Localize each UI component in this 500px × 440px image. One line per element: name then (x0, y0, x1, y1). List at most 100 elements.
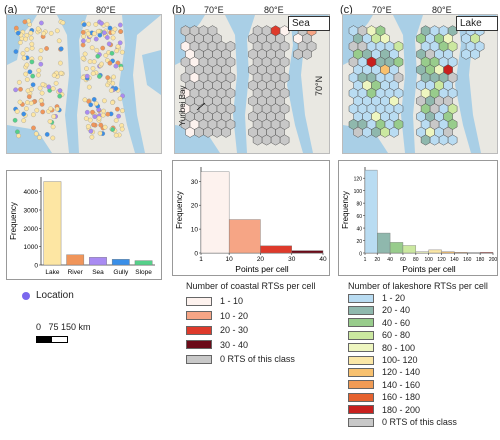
location-point (91, 59, 97, 65)
location-point (57, 88, 63, 93)
bar (89, 257, 107, 266)
location-point (37, 135, 42, 140)
location-point (48, 30, 54, 36)
y-tick-label: 20 (191, 203, 199, 210)
y-tick-label: 3000 (24, 208, 39, 215)
bar (415, 251, 429, 254)
lon-label-70: 70°E (36, 5, 56, 15)
legend-b-label: 1 - 10 (220, 296, 244, 306)
y-axis-label: Frequency (341, 191, 350, 229)
y-tick-label: 4000 (24, 189, 39, 196)
bar (111, 259, 130, 266)
location-point (38, 48, 44, 53)
panel-b: (b) 70°E 80°E Sea Yuribei Bay 70°N 0 10 20… (168, 0, 330, 440)
panel-c: (c) 70°E 80°E Lake 0 20 40 60 80 100 120 Freque… (336, 0, 498, 440)
location-point (27, 69, 33, 75)
location-point (58, 46, 64, 52)
location-point (36, 68, 42, 73)
bar (428, 249, 442, 254)
y-tick-label: 1000 (24, 244, 39, 251)
map-b[interactable] (174, 14, 330, 154)
location-point (117, 96, 123, 102)
legend-c-swatch (348, 380, 374, 390)
map-a-svg (7, 15, 161, 153)
legend-b-label: 10 - 20 (220, 310, 249, 321)
x-tick-label: 180 (476, 257, 485, 263)
map-a[interactable] (6, 14, 162, 154)
legend-c-label: 140 - 160 (382, 379, 421, 390)
location-point (104, 21, 110, 27)
location-point (50, 135, 56, 141)
location-point (15, 30, 21, 36)
location-point (100, 45, 106, 51)
bar (291, 250, 324, 254)
location-point (57, 93, 63, 99)
x-tick-label: Slope (135, 269, 152, 276)
location-point (29, 87, 34, 92)
legend-c-swatch (348, 367, 374, 377)
x-tick-label: 20 (257, 256, 265, 263)
location-point (51, 114, 57, 119)
hex-cell (221, 126, 231, 138)
lake-tag: Lake (456, 16, 498, 31)
location-point (118, 29, 123, 34)
legend-b-swatch (186, 311, 212, 320)
legend-c-label: 180 - 200 (382, 404, 421, 415)
location-point (40, 109, 46, 115)
location-point (110, 100, 115, 105)
location-point (119, 126, 125, 132)
location-point (104, 35, 110, 40)
location-point (102, 98, 107, 104)
location-point (108, 88, 114, 93)
sea-tag: Sea (288, 16, 330, 31)
location-point (93, 36, 99, 42)
location-point (44, 132, 50, 137)
location-point (90, 71, 96, 76)
legend-b-item: 1 - 10 (186, 296, 243, 306)
legend-b-swatch (186, 340, 212, 349)
location-point (114, 48, 120, 54)
hex-cell (270, 134, 281, 146)
map-c-svg (343, 15, 497, 153)
location-point (21, 118, 27, 123)
location-point (20, 51, 26, 56)
bar (389, 242, 404, 254)
location-point (82, 97, 88, 103)
x-axis-label: Points per cell (402, 264, 455, 274)
x-tick-label: 40 (319, 256, 327, 263)
location-point (60, 20, 66, 26)
location-point (88, 128, 94, 134)
location-point (15, 129, 20, 135)
ob-gulf (393, 15, 423, 153)
y-tick-label: 20 (356, 239, 362, 245)
location-point (25, 100, 30, 105)
legend-b-item: 20 - 30 (186, 325, 248, 335)
y-tick-label: 10 (191, 227, 199, 234)
scale-bar-label: 0 75 150 km (36, 322, 91, 332)
legend-b-item: 10 - 20 (186, 311, 248, 321)
location-point (106, 41, 112, 47)
location-point (99, 61, 104, 67)
legend-b-swatch (186, 296, 212, 306)
x-tick-label: 160 (463, 257, 472, 263)
bar (43, 181, 62, 266)
lon-label-80: 80°E (432, 5, 452, 15)
ob-gulf (57, 15, 87, 153)
location-point (110, 127, 115, 132)
location-point (98, 122, 104, 128)
hex-grid-c (348, 25, 485, 146)
location-point (97, 32, 103, 38)
location-point (36, 72, 41, 78)
location-point (48, 106, 53, 112)
location-point (97, 74, 102, 79)
map-c[interactable] (342, 14, 498, 154)
legend-c-label: 60 - 80 (382, 330, 411, 341)
legend-c-label: 0 RTS of this class (382, 417, 457, 427)
x-tick-label: 60 (400, 257, 406, 263)
legend-b-swatch (186, 325, 212, 335)
bar (200, 171, 230, 254)
legend-c-item: 140 - 160 (348, 380, 420, 390)
hex-cell (447, 134, 458, 146)
x-tick-label: 1 (364, 257, 367, 263)
panel-label-b: (b) (172, 4, 186, 16)
